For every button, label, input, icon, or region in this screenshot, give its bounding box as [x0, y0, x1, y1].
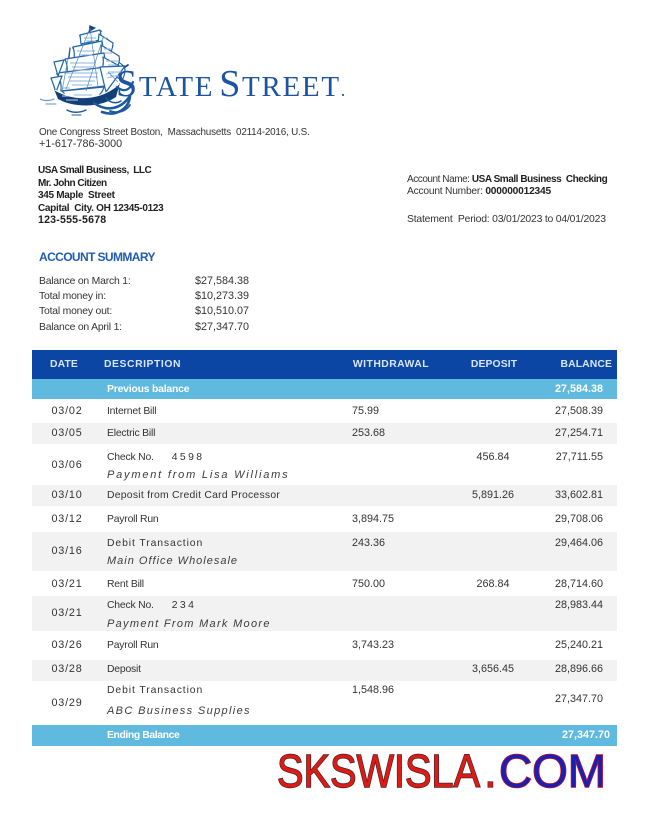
svg-text:.: .: [484, 745, 497, 797]
svg-text:SKSWISLA: SKSWISLA: [277, 745, 480, 797]
svg-text:COM: COM: [499, 745, 606, 797]
